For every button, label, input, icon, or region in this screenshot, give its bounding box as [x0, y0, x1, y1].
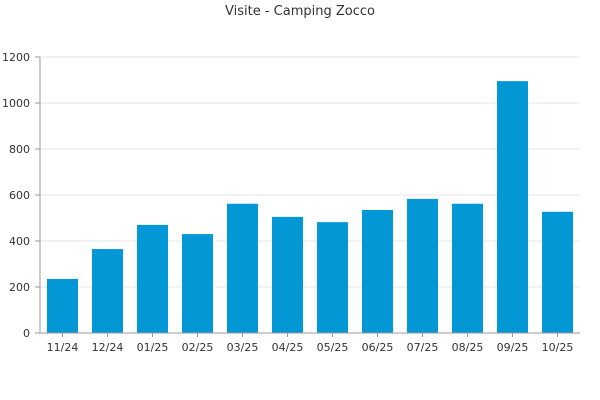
x-tick-label: 07/25 [407, 341, 439, 354]
x-tick-label: 02/25 [182, 341, 214, 354]
x-tick-label: 01/25 [137, 341, 169, 354]
bar [496, 81, 529, 334]
bar [181, 234, 214, 333]
y-tick-label: 1000 [2, 97, 30, 110]
x-tick-label: 09/25 [497, 341, 529, 354]
y-tick-label: 400 [9, 235, 30, 248]
y-tick-label: 800 [9, 143, 30, 156]
axes [35, 56, 580, 337]
grid-lines [40, 56, 580, 288]
x-tick-labels: 11/24 12/24 01/25 02/25 03/25 04/25 05/25 06/25… [47, 341, 574, 354]
bar [406, 198, 439, 333]
y-tick-label: 600 [9, 189, 30, 202]
x-tick-label: 03/25 [227, 341, 259, 354]
bar [271, 216, 304, 333]
bar [541, 211, 574, 333]
x-tick-label: 11/24 [47, 341, 79, 354]
bar [91, 249, 124, 333]
x-tick-label: 06/25 [362, 341, 394, 354]
bar [451, 203, 484, 333]
x-tick-label: 08/25 [452, 341, 484, 354]
bar [226, 203, 259, 333]
y-tick-label: 200 [9, 281, 30, 294]
bars [46, 81, 574, 334]
x-tick-label: 04/25 [272, 341, 304, 354]
y-tick-label: 0 [23, 327, 30, 340]
bar [136, 224, 169, 333]
y-tick-label: 1200 [2, 51, 30, 64]
x-tick-label: 12/24 [92, 341, 124, 354]
bar [46, 278, 79, 333]
x-tick-label: 10/25 [542, 341, 574, 354]
y-tick-labels: 0 200 400 600 800 1000 1200 [2, 51, 30, 340]
chart-title: Visite - Camping Zocco [225, 4, 375, 19]
bar [361, 209, 394, 333]
bar [316, 222, 349, 333]
x-tick-label: 05/25 [317, 341, 349, 354]
